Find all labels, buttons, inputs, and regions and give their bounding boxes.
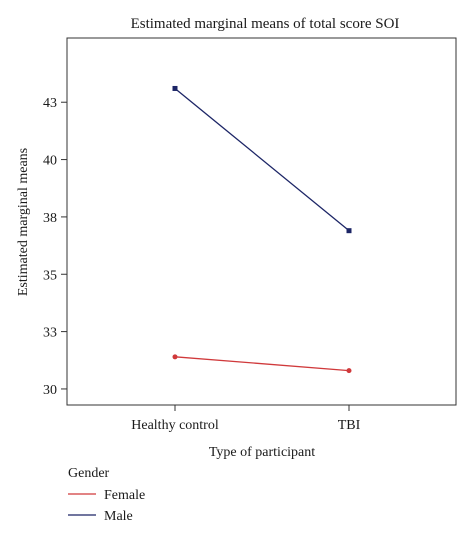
legend: Gender Female Male bbox=[68, 466, 145, 524]
y-tick-label: 35 bbox=[43, 268, 57, 283]
plot-area-frame bbox=[66, 37, 457, 406]
data-point bbox=[172, 85, 178, 91]
legend-title: Gender bbox=[68, 466, 110, 481]
series-line-male bbox=[174, 87, 350, 232]
x-tick-label: TBI bbox=[338, 418, 361, 433]
x-axis-ticks: Healthy control TBI bbox=[131, 405, 361, 433]
legend-label-male: Male bbox=[104, 509, 133, 524]
series-line-female bbox=[174, 356, 350, 372]
series-male bbox=[172, 85, 352, 234]
y-tick-label: 38 bbox=[43, 211, 57, 226]
x-tick-label: Healthy control bbox=[131, 418, 219, 433]
y-tick-label: 30 bbox=[43, 383, 57, 398]
series-layer bbox=[172, 85, 352, 374]
data-point bbox=[346, 368, 352, 374]
data-point bbox=[172, 354, 178, 360]
legend-label-female: Female bbox=[104, 488, 145, 503]
chart-title: Estimated marginal means of total score … bbox=[131, 16, 400, 32]
y-tick-label: 43 bbox=[43, 96, 57, 111]
y-axis-label: Estimated marginal means bbox=[16, 148, 31, 296]
x-axis-label: Type of participant bbox=[209, 445, 315, 460]
y-tick-label: 33 bbox=[43, 326, 57, 341]
series-female bbox=[172, 354, 352, 374]
data-point bbox=[346, 228, 352, 234]
legend-items: Female Male bbox=[68, 488, 145, 524]
y-axis-ticks: 30 33 35 38 40 43 bbox=[43, 96, 67, 398]
y-tick-label: 40 bbox=[43, 154, 57, 169]
